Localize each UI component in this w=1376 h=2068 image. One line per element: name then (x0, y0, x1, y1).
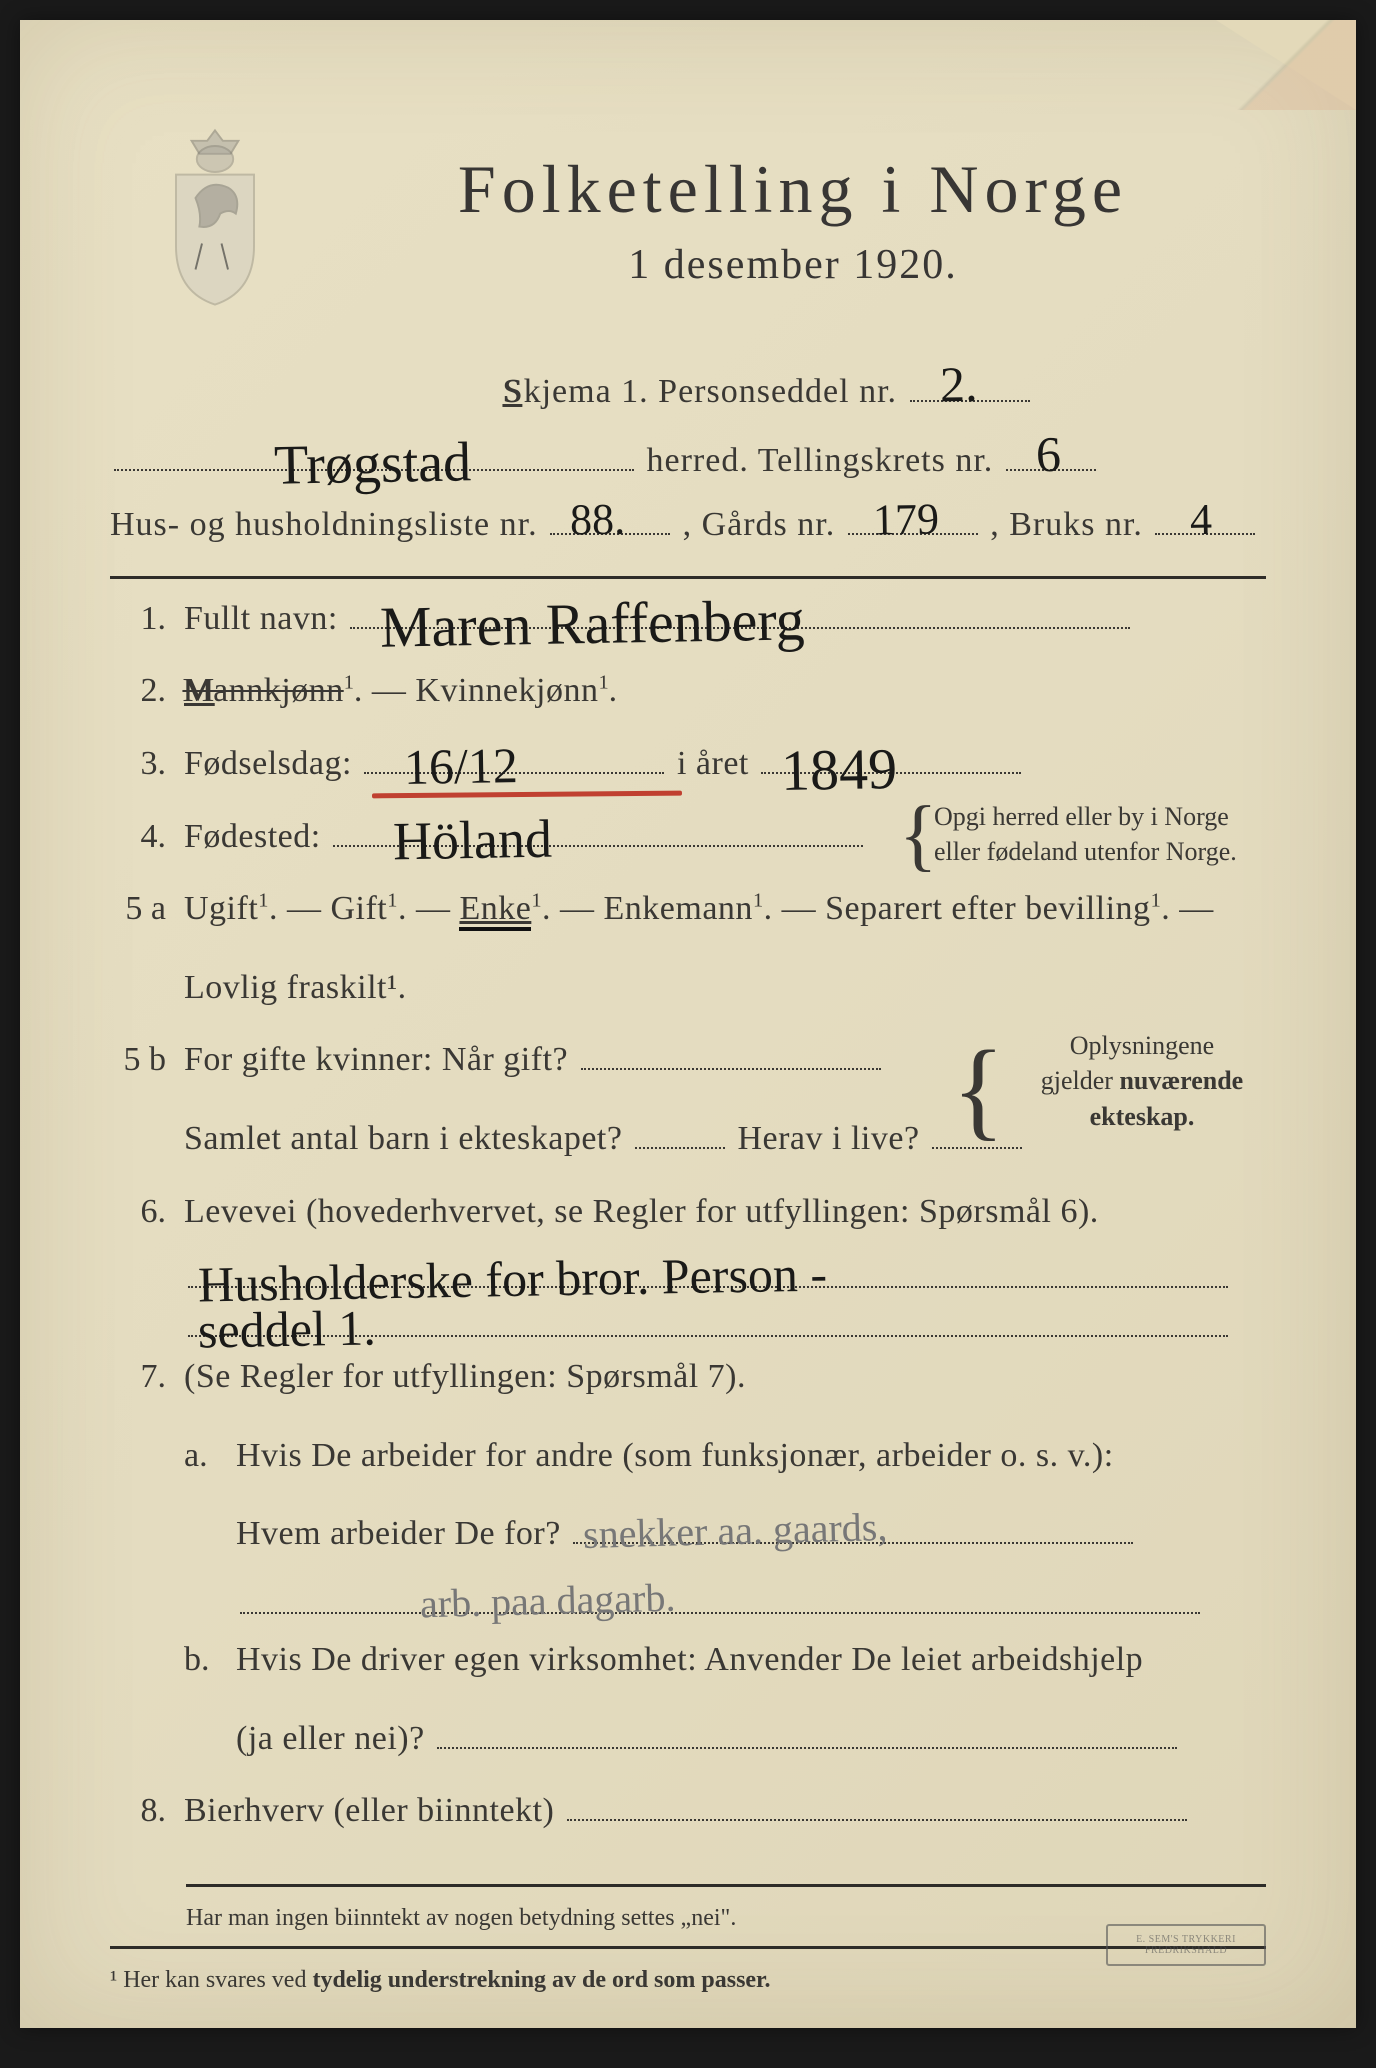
page-fold-corner (1216, 20, 1356, 110)
q4-side-note: Opgi herred eller by i Norge eller fødel… (934, 799, 1294, 869)
q1-num: 1. (110, 600, 166, 638)
tellingskrets-nr: 6 (1035, 407, 1062, 502)
q5b-num: 5 b (110, 1041, 166, 1079)
meta-line-2: Trøgstad herred. Tellingskrets nr. 6 (110, 429, 1266, 494)
q7a-hand-2: arb. paa dagarb. (419, 1559, 676, 1642)
q5a-num: 5 a (110, 890, 166, 928)
brace-icon: { (899, 795, 937, 875)
q5b-row: 5 b For gifte kvinner: Når gift? Samlet … (110, 1028, 1266, 1171)
q7b-letter: b. (184, 1628, 218, 1771)
title-block: Folketelling i Norge 1 desember 1920. (320, 120, 1266, 289)
divider (186, 1884, 1266, 1887)
divider (110, 1946, 1266, 1949)
printer-stamp: E. SEM'S TRYKKERI FREDRIKSHALD (1106, 1924, 1266, 1966)
coat-of-arms-icon (150, 120, 280, 320)
q5a-row: 5 a Ugift1. — Gift1. — Enke1. — Enkemann… (110, 877, 1266, 1020)
q2-num: 2. (110, 672, 166, 710)
gards-nr: 179 (872, 477, 939, 562)
page-title: Folketelling i Norge (320, 150, 1266, 229)
q6-num: 6. (110, 1193, 166, 1231)
bruks-nr: 4 (1190, 478, 1213, 562)
q3-num: 3. (110, 745, 166, 783)
personseddel-nr: 2. (939, 336, 978, 432)
q8-row: 8. Bierhverv (eller biinntekt) (110, 1779, 1266, 1844)
q3-row: 3. Fødselsdag: 16/12 i året 1849 (110, 732, 1266, 797)
footer-note-1: Har man ingen biinntekt av nogen betydni… (186, 1905, 1266, 1932)
q2-row: 2. MMannkjønn1. — Kvinnekjønn1. (110, 659, 1266, 724)
header: Folketelling i Norge 1 desember 1920. (110, 120, 1266, 320)
q4-num: 4. (110, 818, 166, 856)
q4-row: 4. Fødested: Höland { Opgi herred eller … (110, 805, 1266, 870)
q5b-side-note: Oplysningene gjelder nuværende ekteskap. (1002, 1028, 1282, 1133)
footer-note-2: ¹ Her kan svares ved tydelig understrekn… (110, 1967, 1266, 1994)
liste-nr: 88. (569, 477, 625, 562)
q5a-text: Ugift1. — Gift1. — Enke1. — Enkemann1. —… (184, 890, 1214, 927)
q7a-letter: a. (184, 1424, 218, 1615)
q7-num: 7. (110, 1358, 166, 1396)
meta-line-3: Hus- og husholdningsliste nr. 88. , Gård… (110, 493, 1266, 558)
q1-row: 1. Fullt navn: Maren Raffenberg (110, 587, 1266, 652)
q8-num: 8. (110, 1792, 166, 1830)
q7-row: 7. (Se Regler for utfyllingen: Spørsmål … (110, 1345, 1266, 1771)
census-form-page: Folketelling i Norge 1 desember 1920. SS… (20, 20, 1356, 2028)
q6-row: 6. Levevei (hovederhvervet, se Regler fo… (110, 1180, 1266, 1337)
page-subtitle: 1 desember 1920. (320, 241, 1266, 289)
q5a-selected: Enke (459, 890, 531, 931)
brace-icon: { (952, 1034, 1005, 1144)
